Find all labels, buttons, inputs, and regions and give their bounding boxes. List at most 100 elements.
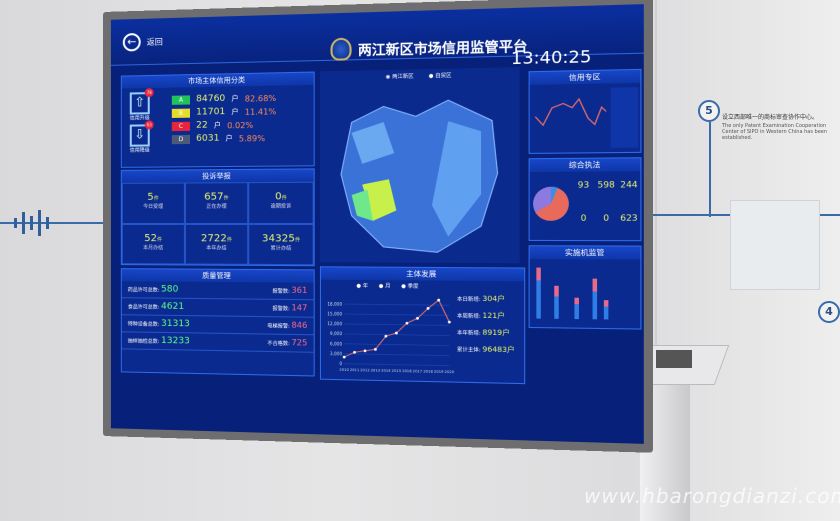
quality-label: 特种设备总数: [127,321,160,328]
enforcement-value: 0 [603,213,610,223]
enforcement-pie [533,186,569,221]
back-arrow-icon: ← [122,32,141,52]
caption-cn: 设立西部唯一的商标审查协作中心。 [722,114,819,121]
supervision-panel: 实施机监管 [528,245,642,330]
x-tick-label: 2018 [423,369,433,373]
x-tick-label: 2019 [434,370,444,374]
enforcement-value: 0 [580,213,587,223]
timeline-line [709,122,711,217]
growth-stat-value: 8919户 [482,328,510,338]
credit-zone-panel: 信用专区 [528,68,642,154]
growth-stat-value: 304户 [482,294,505,304]
complaint-stat[interactable]: 2722件 本年办结 [184,223,249,265]
stat-unit: 件 [226,236,232,243]
stat-unit: 件 [281,195,287,202]
stat-label: 累计办结 [270,244,292,252]
stat-value: 2722 [200,232,227,244]
grade-row: C 22 户 0.02% [171,119,276,131]
map-panel: ◉ 两江新区 ● 自贸区 [319,67,520,264]
gridline [344,364,449,366]
quality-row: 抽样抽检总数: 13233 不合格数: 725 [121,332,314,353]
title-text: 两江新区市场信用监管平台 [357,38,528,59]
grade-percent: 5.89% [238,133,266,143]
growth-stat-value: 96483户 [482,345,515,355]
map-region-highlight[interactable] [362,179,397,221]
wall-corner [655,0,657,521]
alarm-value: 846 [291,320,308,331]
quality-label: 药品许可总数: [127,287,160,294]
supervision-title: 实施机监管 [529,246,641,260]
complaint-stat[interactable]: 657件 正在办理 [184,182,249,224]
grade-percent: 82.68% [244,93,277,104]
map-region[interactable] [351,121,395,164]
alarm-label: 电梯报警: [267,323,290,330]
gridline [344,324,449,325]
enforcement-grid: 93 598 244 0 0 623 [572,171,640,236]
district-map[interactable] [320,78,520,258]
grade-count: 6031 [196,133,220,144]
grade-unit: 户 [231,94,239,103]
x-tick-label: 2015 [392,369,402,373]
x-tick-label: 2012 [360,368,369,372]
complaint-stat[interactable]: 0件 逾期投诉 [248,181,314,224]
grade-unit: 户 [225,134,233,143]
credit-panel: 市场主体信用分类 ⇧ 78 信用升级 ⇩ 63 信用降级 A 84760 户 82.68%… [120,71,315,168]
y-tick-label: 15,000 [327,311,342,316]
wall-line-right [617,214,840,216]
growth-stat: 本日新增: 304户 [457,293,515,304]
enforcement-value: 244 [620,179,638,190]
complaint-stat[interactable]: 52件 本月办结 [121,223,185,265]
wall-caption: 设立西部唯一的商标审查协作中心。 The only Patent Examinat… [722,112,832,141]
quality-value: 31313 [161,318,190,330]
complaint-stat[interactable]: 34325件 累计办结 [248,223,314,266]
x-tick-label: 2010 [339,368,348,372]
y-tick-label: 12,000 [327,321,342,326]
caption-en: The only Patent Examination Cooperation … [722,123,828,141]
clock: 13:40:25 [511,46,591,68]
stat-label: 本年办结 [206,244,227,251]
grade-row: B 11701 户 11.41% [171,106,276,118]
stat-value: 657 [204,191,224,203]
wall-line [0,222,110,224]
legend-month[interactable]: ● 月 [378,283,391,290]
kiosk-screen [656,350,692,368]
x-tick-label: 2013 [371,368,380,372]
growth-stat-label: 累计主体: [456,346,481,354]
complaint-stat[interactable]: 5件 今日受理 [121,182,185,224]
legend-quarter[interactable]: ● 季度 [401,283,419,290]
police-badge-icon [330,37,352,61]
x-tick-label: 2014 [381,369,391,373]
stat-label: 今日受理 [143,203,164,210]
clock-time: 13:40:25 [510,46,592,69]
grade-badge: D [171,134,191,144]
enforcement-value: 623 [620,213,638,223]
watermark: www.hbarongdianzi.com [584,484,840,508]
alarm-label: 报警数: [272,305,290,313]
y-tick-label: 3,000 [330,351,343,356]
grade-badge: C [171,121,191,131]
alarm-value: 147 [291,303,308,313]
map-region[interactable] [431,120,482,237]
y-tick-label: 0 [339,361,342,366]
enforcement-panel: 综合执法 93 598 244 0 0 623 [528,157,642,242]
grade-unit: 户 [231,107,239,117]
credit-downgrade-button[interactable]: ⇩ 63 [129,120,154,147]
grade-count: 22 [196,120,208,131]
back-label: 返回 [146,36,163,47]
downgrade-count: 63 [144,120,154,130]
legend-label: 季度 [407,283,419,290]
quality-label: 食品许可总数: [127,304,160,311]
x-tick-label: 2020 [445,370,455,374]
growth-stat: 本年新增: 8919户 [457,327,515,338]
stat-unit: 件 [156,236,162,243]
grade-unit: 户 [213,121,221,130]
grade-percent: 0.02% [227,120,254,130]
back-button[interactable]: ← 返回 [122,32,163,52]
alarm-value: 725 [291,338,308,348]
legend-year[interactable]: ● 年 [356,283,369,290]
wall-logo [14,210,49,236]
credit-upgrade-button[interactable]: ⇧ 78 [129,88,154,115]
growth-line [344,299,449,359]
map-region[interactable] [341,99,498,252]
